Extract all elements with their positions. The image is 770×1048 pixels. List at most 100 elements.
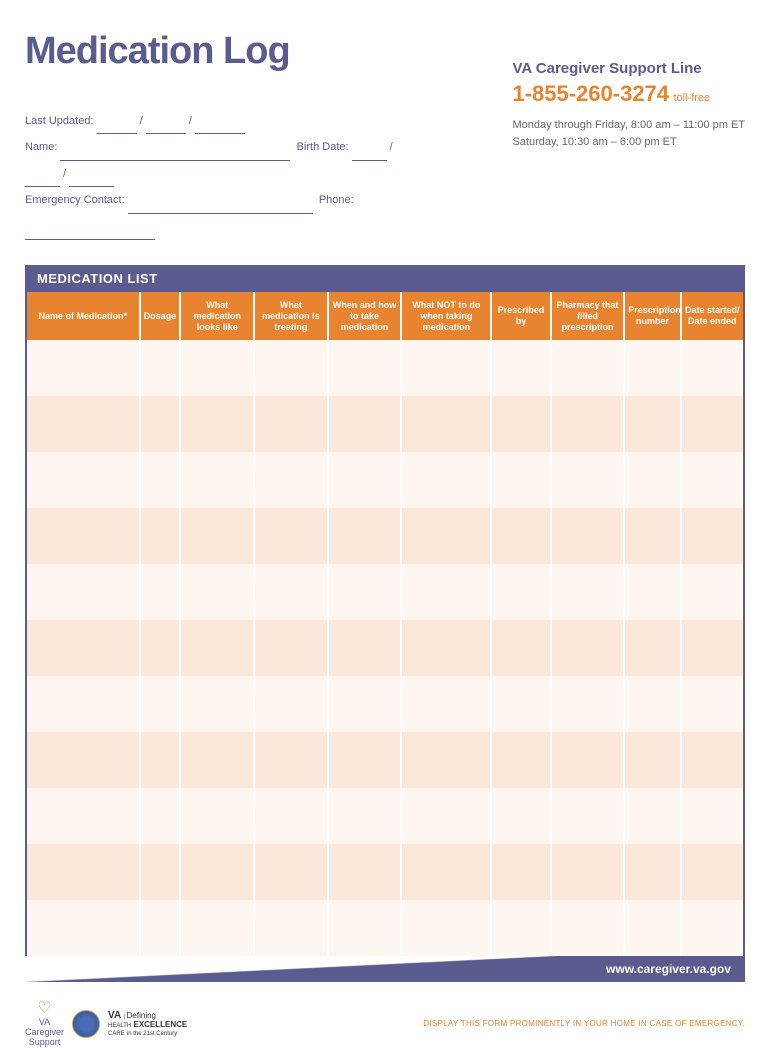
table-cell[interactable] bbox=[551, 900, 625, 956]
table-cell[interactable] bbox=[27, 564, 140, 620]
table-cell[interactable] bbox=[328, 732, 402, 788]
table-cell[interactable] bbox=[27, 676, 140, 732]
table-cell[interactable] bbox=[254, 508, 328, 564]
table-cell[interactable] bbox=[27, 620, 140, 676]
table-cell[interactable] bbox=[681, 844, 743, 900]
table-cell[interactable] bbox=[254, 732, 328, 788]
table-cell[interactable] bbox=[401, 900, 491, 956]
table-cell[interactable] bbox=[401, 564, 491, 620]
table-cell[interactable] bbox=[681, 900, 743, 956]
table-cell[interactable] bbox=[140, 620, 181, 676]
table-cell[interactable] bbox=[681, 732, 743, 788]
table-cell[interactable] bbox=[491, 340, 550, 396]
table-cell[interactable] bbox=[624, 676, 680, 732]
table-cell[interactable] bbox=[328, 788, 402, 844]
table-cell[interactable] bbox=[27, 732, 140, 788]
table-cell[interactable] bbox=[624, 508, 680, 564]
table-cell[interactable] bbox=[27, 508, 140, 564]
table-cell[interactable] bbox=[27, 396, 140, 452]
table-cell[interactable] bbox=[551, 788, 625, 844]
table-cell[interactable] bbox=[491, 676, 550, 732]
table-cell[interactable] bbox=[551, 452, 625, 508]
table-cell[interactable] bbox=[180, 732, 254, 788]
table-cell[interactable] bbox=[551, 844, 625, 900]
table-cell[interactable] bbox=[328, 900, 402, 956]
table-cell[interactable] bbox=[401, 732, 491, 788]
table-cell[interactable] bbox=[254, 396, 328, 452]
table-cell[interactable] bbox=[401, 396, 491, 452]
table-cell[interactable] bbox=[551, 340, 625, 396]
table-cell[interactable] bbox=[27, 844, 140, 900]
table-cell[interactable] bbox=[624, 900, 680, 956]
table-cell[interactable] bbox=[140, 900, 181, 956]
table-cell[interactable] bbox=[180, 452, 254, 508]
emergency-blank[interactable] bbox=[128, 202, 313, 214]
table-cell[interactable] bbox=[328, 340, 402, 396]
table-cell[interactable] bbox=[401, 452, 491, 508]
table-cell[interactable] bbox=[681, 396, 743, 452]
table-cell[interactable] bbox=[491, 508, 550, 564]
table-cell[interactable] bbox=[27, 340, 140, 396]
table-cell[interactable] bbox=[681, 508, 743, 564]
table-cell[interactable] bbox=[140, 676, 181, 732]
table-cell[interactable] bbox=[180, 340, 254, 396]
table-cell[interactable] bbox=[491, 452, 550, 508]
table-cell[interactable] bbox=[140, 788, 181, 844]
table-cell[interactable] bbox=[180, 508, 254, 564]
table-cell[interactable] bbox=[681, 620, 743, 676]
table-cell[interactable] bbox=[551, 732, 625, 788]
table-cell[interactable] bbox=[328, 676, 402, 732]
table-cell[interactable] bbox=[624, 732, 680, 788]
table-cell[interactable] bbox=[180, 900, 254, 956]
table-cell[interactable] bbox=[624, 564, 680, 620]
phone-blank[interactable] bbox=[25, 228, 155, 240]
table-cell[interactable] bbox=[624, 452, 680, 508]
table-cell[interactable] bbox=[551, 564, 625, 620]
date-blank[interactable] bbox=[352, 149, 387, 161]
table-cell[interactable] bbox=[491, 900, 550, 956]
name-blank[interactable] bbox=[60, 149, 290, 161]
table-cell[interactable] bbox=[624, 844, 680, 900]
table-cell[interactable] bbox=[401, 340, 491, 396]
date-blank[interactable] bbox=[97, 122, 137, 134]
table-cell[interactable] bbox=[180, 564, 254, 620]
table-cell[interactable] bbox=[551, 676, 625, 732]
table-cell[interactable] bbox=[254, 340, 328, 396]
date-blank[interactable] bbox=[195, 122, 245, 134]
table-cell[interactable] bbox=[401, 844, 491, 900]
table-cell[interactable] bbox=[401, 620, 491, 676]
table-cell[interactable] bbox=[681, 788, 743, 844]
table-cell[interactable] bbox=[180, 396, 254, 452]
table-cell[interactable] bbox=[491, 844, 550, 900]
table-cell[interactable] bbox=[401, 788, 491, 844]
table-cell[interactable] bbox=[180, 844, 254, 900]
table-cell[interactable] bbox=[401, 676, 491, 732]
table-cell[interactable] bbox=[328, 452, 402, 508]
date-blank[interactable] bbox=[146, 122, 186, 134]
table-cell[interactable] bbox=[180, 676, 254, 732]
table-cell[interactable] bbox=[254, 564, 328, 620]
table-cell[interactable] bbox=[491, 732, 550, 788]
table-cell[interactable] bbox=[491, 396, 550, 452]
table-cell[interactable] bbox=[254, 676, 328, 732]
table-cell[interactable] bbox=[254, 788, 328, 844]
table-cell[interactable] bbox=[328, 620, 402, 676]
table-cell[interactable] bbox=[681, 676, 743, 732]
table-cell[interactable] bbox=[254, 900, 328, 956]
table-cell[interactable] bbox=[140, 564, 181, 620]
table-cell[interactable] bbox=[681, 564, 743, 620]
table-cell[interactable] bbox=[254, 452, 328, 508]
table-cell[interactable] bbox=[27, 788, 140, 844]
table-cell[interactable] bbox=[624, 620, 680, 676]
table-cell[interactable] bbox=[254, 620, 328, 676]
table-cell[interactable] bbox=[328, 844, 402, 900]
date-blank[interactable] bbox=[69, 175, 114, 187]
table-cell[interactable] bbox=[624, 340, 680, 396]
table-cell[interactable] bbox=[140, 340, 181, 396]
table-cell[interactable] bbox=[328, 508, 402, 564]
table-cell[interactable] bbox=[140, 732, 181, 788]
table-cell[interactable] bbox=[140, 844, 181, 900]
table-cell[interactable] bbox=[491, 564, 550, 620]
table-cell[interactable] bbox=[140, 396, 181, 452]
date-blank[interactable] bbox=[25, 175, 60, 187]
